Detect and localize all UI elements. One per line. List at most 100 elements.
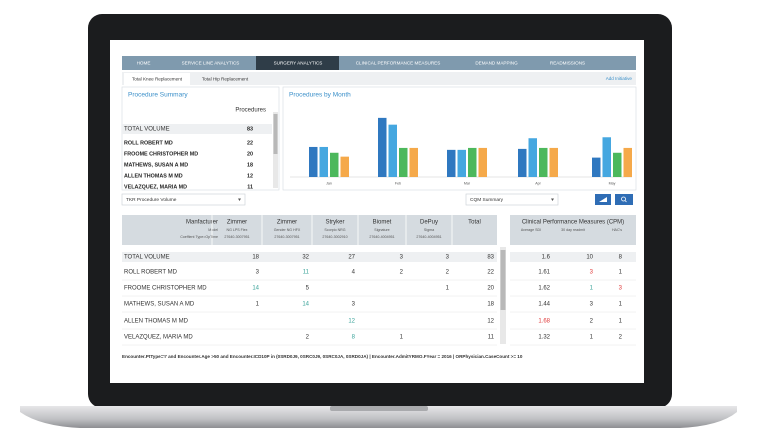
cell-value: 3: [400, 255, 404, 261]
bar: [399, 147, 408, 177]
procedure-count: 18: [247, 162, 253, 168]
cell-value: 4: [352, 270, 356, 276]
physician-name: TOTAL VOLUME: [124, 127, 170, 133]
subtab[interactable]: [124, 73, 190, 85]
row-name: ALLEN THOMAS M MD: [124, 319, 189, 325]
manufacturer: Total: [468, 220, 481, 226]
procedure-count: 22: [247, 140, 253, 146]
manufacturer: Stryker: [325, 220, 344, 226]
nav-tab-label: DEMAND MAPPING: [475, 61, 518, 66]
physician-name: ROLL ROBERT MD: [124, 140, 173, 146]
physician-name: MATHEWS, SUSAN A MD: [124, 162, 188, 168]
physician-name: ALLEN THOMAS M MD: [124, 173, 183, 179]
manufacturer: Zimmer: [277, 220, 297, 226]
procedure-count: 83: [247, 126, 253, 132]
cell-value: 3: [256, 270, 260, 276]
nav-tab[interactable]: [538, 56, 596, 70]
search-icon: [624, 200, 627, 203]
procedure-count: 11: [247, 184, 253, 190]
row-name: TOTAL VOLUME: [124, 255, 170, 261]
nav-tab[interactable]: [256, 56, 339, 70]
x-tick-label: May: [609, 181, 616, 185]
model-code: 27640-4004951: [369, 235, 394, 239]
scroll-thumb: [500, 250, 506, 310]
cpm-value: 1.62: [538, 286, 550, 292]
panel-title: Procedure Summary: [128, 92, 188, 99]
cell-value: 11: [488, 335, 495, 341]
search-icon: [621, 196, 626, 202]
total-row-bg: [510, 252, 636, 262]
nav-tab[interactable]: [456, 56, 536, 70]
manufacturer: Zimmer: [227, 220, 247, 226]
cell-value: 2: [446, 270, 450, 276]
header-label: Manfacturer: [186, 220, 218, 226]
cell-value: 5: [306, 286, 310, 292]
nav-tab-label: SERVICE LINE ANALYTICS: [182, 61, 240, 66]
cpm-value: 1.68: [538, 319, 550, 325]
cpm-value: 1.32: [538, 335, 550, 341]
nav-tab[interactable]: [341, 56, 454, 70]
search-button[interactable]: [615, 194, 633, 205]
cell-value: 18: [252, 255, 259, 261]
cpm-header: [510, 215, 636, 245]
bar: [309, 146, 318, 177]
add-initiative-link: Add Initiative: [606, 76, 633, 81]
nav-tab-label: CLINICAL PERFORMANCE MEASURES: [356, 61, 441, 66]
cpm-value: 1: [619, 270, 623, 276]
nav-tab-label: HOME: [137, 61, 151, 66]
laptop-base: [20, 406, 737, 428]
cell-value: 2: [400, 270, 404, 276]
cpm-value: 2: [619, 335, 623, 341]
header-label: Coeffient Type=OpTime: [180, 235, 218, 239]
cpm-value: 1: [619, 319, 623, 325]
bar: [478, 147, 487, 177]
subtab[interactable]: [192, 73, 258, 85]
nav-tab[interactable]: [166, 56, 254, 70]
scroll-thumb: [273, 114, 278, 154]
dropdown-caret: [238, 198, 241, 201]
cpm-title: Clinical Performance Measures (CPM): [522, 220, 624, 226]
bar: [388, 124, 397, 177]
header-label: Model: [208, 228, 218, 232]
cell-value: 1: [256, 302, 260, 308]
cell-value: 2: [306, 335, 310, 341]
notch: [330, 406, 428, 411]
dropdown[interactable]: [465, 193, 559, 206]
chart-icon: [599, 197, 607, 202]
dropdown-label: CQM Summary: [470, 197, 504, 203]
cell-value: 1: [400, 335, 404, 341]
bar: [409, 147, 418, 177]
nav-tab-label: READMISSIONS: [550, 61, 585, 66]
cell-value: 20: [487, 286, 494, 292]
cpm-value: 1.61: [538, 270, 550, 276]
x-tick-label: Mar: [464, 181, 471, 185]
cpm-value: 3: [619, 286, 623, 292]
subtab-label: Total Knee Replacement: [132, 77, 183, 82]
bar: [539, 147, 548, 177]
model-code: 27640-3007951: [224, 235, 249, 239]
manufacturer: Biomet: [373, 220, 392, 226]
cpm-column: 30 day readmit: [561, 228, 585, 232]
chart-title: Procedures by Month: [289, 92, 351, 99]
nav-tab[interactable]: [122, 56, 164, 70]
row-name: FROOME CHRISTOPHER MD: [124, 286, 207, 292]
bar: [518, 148, 527, 177]
bar: [468, 147, 477, 177]
physician-name: FROOME CHRISTOPHER MD: [124, 151, 198, 157]
nav-tab-label: SURGERY ANALYTICS: [274, 61, 323, 66]
cpm-value: 1: [590, 286, 594, 292]
subtab-label: Total Hip Replacement: [202, 77, 249, 82]
column-header: Procedures: [235, 108, 266, 114]
cell-value: 3: [446, 255, 450, 261]
x-tick-label: Jan: [326, 181, 332, 185]
bar: [447, 149, 456, 177]
query-text: Encounter.PtType='I' and Encounter.Age >…: [122, 354, 523, 359]
dropdown[interactable]: [121, 193, 246, 206]
cpm-value: 1: [619, 302, 623, 308]
bar: [378, 117, 387, 177]
bar: [457, 149, 466, 177]
cpm-value: 3: [590, 270, 594, 276]
cpm-value: 2: [590, 319, 594, 325]
summary-panel: [121, 86, 280, 191]
bar: [330, 152, 339, 177]
